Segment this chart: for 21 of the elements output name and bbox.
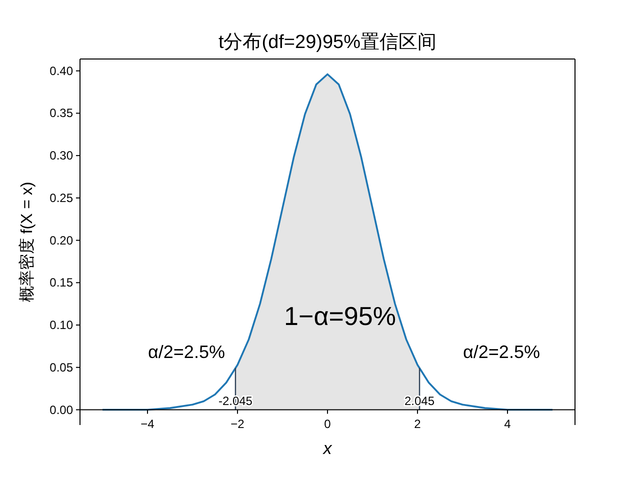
y-tick-label: 0.05 — [50, 360, 74, 374]
x-tick-label: 4 — [504, 417, 512, 431]
y-tick-label: 0.20 — [50, 233, 74, 248]
y-tick-label: 0.40 — [50, 64, 74, 78]
y-tick-label: 0.25 — [50, 190, 74, 205]
y-tick-label: 0.30 — [50, 148, 74, 163]
y-tick-label: 0.00 — [50, 402, 74, 417]
line-series — [102, 73, 554, 411]
annotation: α/2=2.5% — [463, 342, 540, 362]
y-axis-title: 概率密度 f(X = x) — [18, 182, 36, 302]
x-tick-label: −2 — [230, 417, 245, 431]
chart-title: t分布(df=29)95%置信区间 — [218, 32, 437, 53]
y-tick-label: 0.10 — [50, 318, 74, 332]
x-tick-label: 0 — [324, 417, 332, 431]
annotation: 1−α=95% — [284, 301, 396, 331]
x-tick-label: −4 — [140, 417, 155, 431]
x-axis-title: x — [322, 439, 332, 458]
x-tick-label: 2 — [414, 417, 422, 431]
y-tick-label: 0.35 — [50, 106, 74, 120]
y-tick-label: 0.15 — [50, 276, 74, 290]
annotation: α/2=2.5% — [148, 342, 225, 362]
